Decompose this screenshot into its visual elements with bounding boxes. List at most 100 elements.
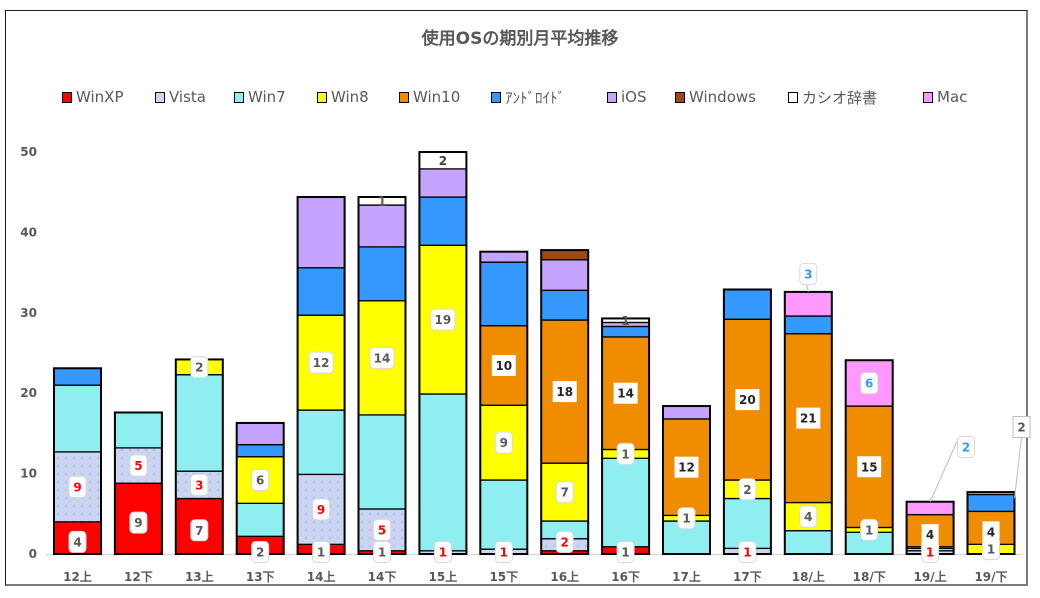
- bar-stack: [418, 151, 468, 555]
- data-label-box: [921, 524, 939, 546]
- x-tick-label: 14上: [307, 569, 336, 584]
- legend-label: Vista: [169, 88, 206, 106]
- leader-line: [805, 283, 809, 293]
- x-tick-label: 13上: [185, 569, 214, 584]
- data-label-text: 2: [743, 483, 751, 497]
- bar-outline: [53, 367, 102, 555]
- legend-swatch-android: [491, 91, 501, 103]
- data-label: 9: [129, 511, 148, 534]
- data-label: 6: [251, 469, 270, 492]
- data-label-text: 2: [256, 546, 264, 560]
- data-label-text: 10: [495, 359, 512, 373]
- data-label-box: [738, 541, 757, 563]
- data-label: 7: [190, 519, 209, 542]
- data-label-text: 1: [439, 546, 447, 560]
- data-label-box: [491, 354, 516, 376]
- data-label-box: [308, 351, 334, 374]
- data-labels: 4995732261912151411192191027181114111212…: [68, 154, 1031, 563]
- x-tick-label: 18/上: [792, 569, 825, 584]
- data-label: 1: [616, 541, 635, 563]
- bar-segment: [418, 196, 468, 246]
- data-label-text: 6: [256, 474, 264, 488]
- data-label-box: [1012, 416, 1031, 438]
- data-label-text: 15: [861, 460, 878, 474]
- x-tick-label: 14下: [368, 570, 397, 584]
- x-tick-label: 12上: [63, 569, 92, 584]
- y-tick-label: 40: [20, 225, 37, 239]
- data-label: 21: [796, 407, 821, 429]
- legend-swatch-casio: [788, 91, 798, 103]
- data-label-text: 19: [435, 313, 452, 327]
- x-tick-label: 18/下: [853, 570, 886, 584]
- data-label-text: 18: [556, 385, 573, 399]
- y-tick-label: 30: [20, 306, 37, 320]
- data-label-text: 7: [195, 524, 203, 538]
- data-label-text: 9: [73, 480, 81, 494]
- y-tick-label: 50: [20, 145, 37, 159]
- bar-segment: [723, 288, 772, 320]
- legend-label: ｱﾝﾄﾞﾛｲﾄﾞ: [505, 88, 566, 107]
- data-label-box: [190, 356, 209, 379]
- x-tick-label: 17下: [733, 570, 762, 584]
- bar-segment: [966, 493, 1016, 513]
- data-label-text: 3: [804, 267, 812, 281]
- x-tick-label: 16上: [550, 569, 579, 584]
- data-label-text: 14: [374, 351, 391, 365]
- bar-segment: [114, 411, 163, 449]
- data-label-box: [494, 541, 513, 563]
- legend-item-win8: Win8: [317, 87, 369, 107]
- bar-segment: [540, 259, 589, 291]
- legend-label: Mac: [937, 88, 968, 106]
- data-label-box: [857, 456, 882, 478]
- bar-segment: [296, 196, 346, 269]
- x-tick-label: 15下: [489, 570, 518, 584]
- bar-stack: [601, 317, 651, 556]
- data-label-text: 6: [865, 377, 873, 391]
- data-label: 14: [369, 346, 395, 369]
- bar-segment: [540, 249, 589, 261]
- data-label: 4: [799, 505, 818, 528]
- legend-item-win10: Win10: [399, 87, 460, 107]
- data-label-text: 12: [678, 461, 695, 475]
- bar-segment: [236, 422, 285, 446]
- data-label-text: 3: [195, 478, 203, 492]
- data-label: 1: [373, 541, 391, 563]
- data-label-text: 1: [865, 523, 873, 537]
- legend-swatch-win8: [317, 91, 327, 103]
- leader-line: [1014, 436, 1022, 499]
- bar-segment: [53, 384, 102, 453]
- data-label-box: [799, 262, 818, 285]
- data-label-box: [982, 521, 1000, 543]
- bar-segment: [236, 444, 285, 458]
- data-label-box: [616, 541, 635, 563]
- data-label: 9: [68, 475, 87, 498]
- data-label: 14: [613, 382, 638, 404]
- data-label-text: 9: [500, 436, 508, 450]
- x-tick-label: 13下: [246, 570, 275, 584]
- legend-swatch-ios: [607, 91, 617, 103]
- data-label-text: 1: [926, 546, 934, 560]
- data-label: 1: [921, 541, 940, 563]
- bar-segment: [601, 457, 650, 548]
- data-label-text: 1: [682, 512, 690, 526]
- bar-segment: [357, 246, 407, 302]
- data-label: 4: [921, 524, 939, 546]
- data-label: 4: [68, 530, 87, 553]
- data-label-box: [796, 407, 821, 429]
- data-label: 20: [735, 389, 760, 411]
- data-label-box: [613, 382, 638, 404]
- data-label: 1: [433, 541, 452, 563]
- data-label-text: 1: [621, 546, 629, 560]
- bar-segment: [905, 501, 955, 516]
- data-label: 1: [738, 541, 757, 563]
- data-label: 19: [430, 308, 456, 331]
- bar-segment: [53, 367, 102, 386]
- legend-item-android: ｱﾝﾄﾞﾛｲﾄﾞ: [491, 87, 565, 107]
- y-axis: 0 10 20 30 40 50: [20, 145, 37, 561]
- legend-swatch-winxp: [62, 91, 72, 103]
- bar-segment: [540, 289, 589, 321]
- data-label-box: [860, 518, 879, 541]
- data-label: 7: [555, 481, 574, 504]
- data-label: 2: [738, 478, 757, 501]
